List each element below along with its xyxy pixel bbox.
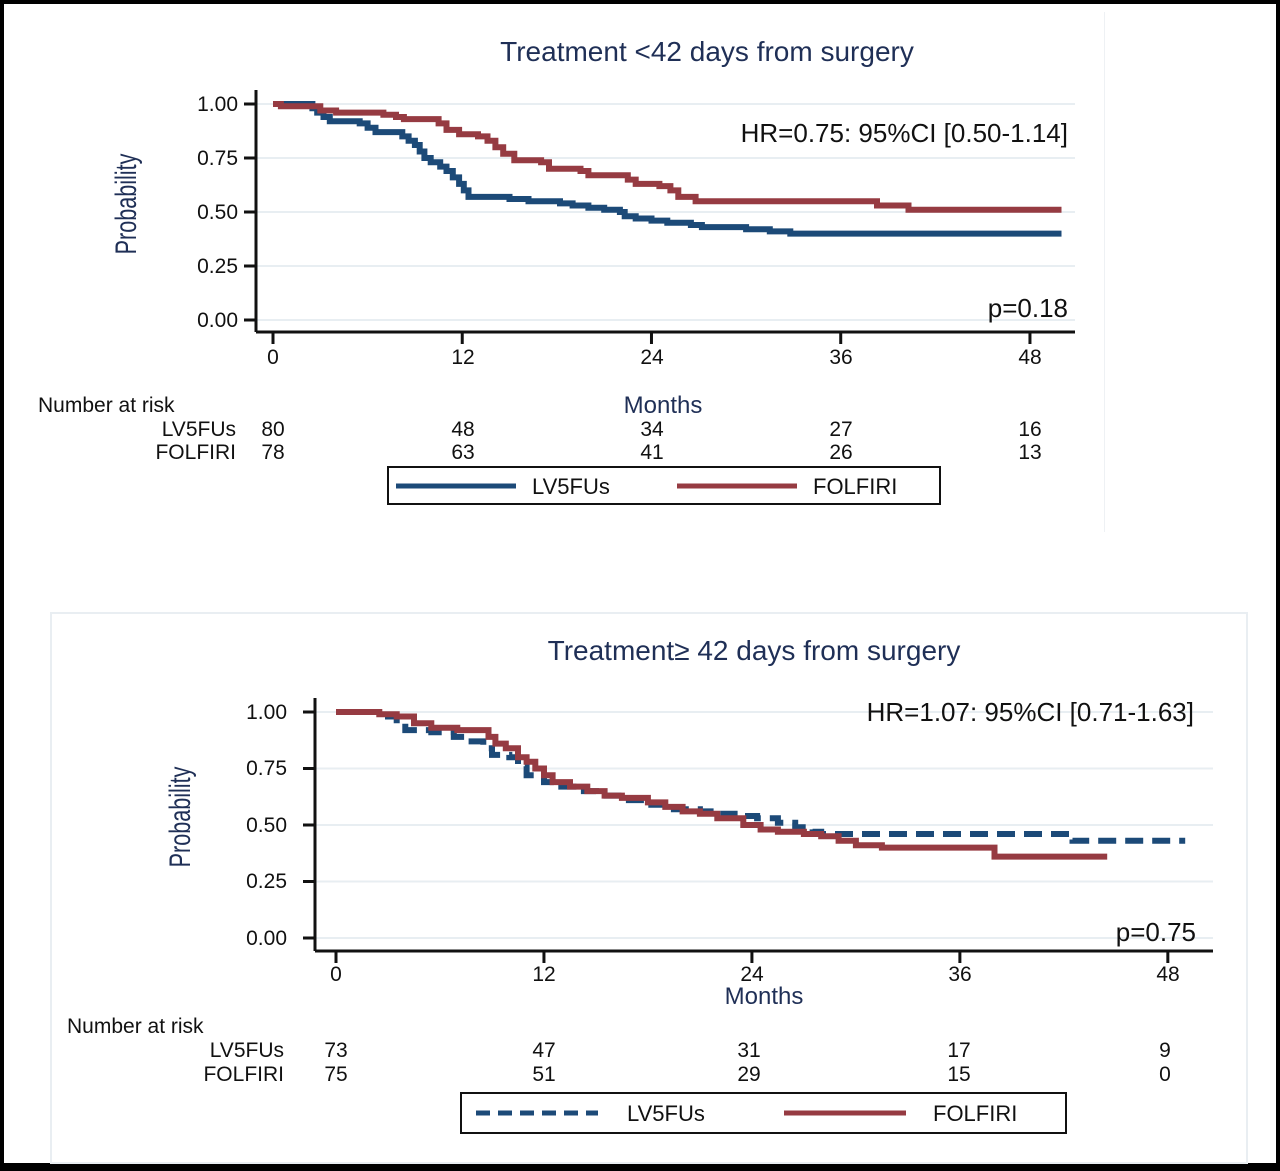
legend-label-folfiri: FOLFIRI — [813, 474, 897, 499]
risk-table-header: Number at risk — [67, 1015, 204, 1038]
panel-late-treatment — [50, 612, 1248, 1164]
hazard-ratio-annotation: HR=0.75: 95%CI [0.50-1.14] — [741, 118, 1068, 148]
risk-count: 80 — [261, 418, 284, 441]
hazard-ratio-annotation: HR=1.07: 95%CI [0.71-1.63] — [867, 697, 1194, 727]
survival-curve-folfiri — [336, 709, 1108, 860]
risk-count: 75 — [324, 1063, 347, 1086]
survival-curves — [336, 709, 1186, 860]
risk-count: 47 — [532, 1039, 555, 1062]
risk-count: 0 — [1159, 1063, 1171, 1086]
risk-count: 34 — [640, 418, 664, 441]
legend-label-folfiri: FOLFIRI — [933, 1101, 1017, 1126]
y-axis-label: Probability — [108, 153, 142, 255]
risk-count: 13 — [1018, 441, 1041, 464]
chart-title: Treatment≥ 42 days from surgery — [548, 635, 961, 666]
x-tick-label: 36 — [829, 346, 852, 369]
gridlines — [315, 711, 1213, 939]
legend-label-lv5fus: LV5FUs — [627, 1101, 705, 1126]
risk-count: 15 — [947, 1063, 970, 1086]
y-tick-label: 1.00 — [197, 93, 238, 116]
risk-count: 78 — [261, 441, 284, 464]
y-tick-label: 0.25 — [246, 870, 287, 893]
risk-count: 29 — [737, 1063, 760, 1086]
x-tick-labels: 0 12 24 36 48 — [330, 963, 1180, 986]
p-value-annotation: p=0.18 — [988, 293, 1068, 323]
y-tick-labels: 0.00 0.25 0.50 0.75 1.00 — [246, 701, 287, 950]
risk-count: 26 — [829, 441, 852, 464]
legend: LV5FUs FOLFIRI — [460, 1092, 1067, 1134]
y-tick-label: 0.00 — [246, 927, 287, 950]
x-tick-label: 12 — [451, 346, 474, 369]
panel-early-treatment — [10, 12, 1105, 532]
x-tick-label: 24 — [740, 963, 764, 986]
p-value-annotation: p=0.75 — [1116, 917, 1196, 947]
risk-table: Number at risk LV5FUs FOLFIRI 80 48 34 2… — [38, 394, 1042, 464]
y-axis-label: Probability — [162, 766, 196, 868]
legend: LV5FUs FOLFIRI — [387, 466, 941, 505]
x-tick-label: 36 — [948, 963, 971, 986]
risk-count: 48 — [451, 418, 474, 441]
x-tick-label: 12 — [532, 963, 555, 986]
y-tick-label: 0.50 — [246, 814, 287, 837]
y-tick-label: 0.75 — [246, 757, 287, 780]
survival-curve-lv5fus — [336, 709, 1186, 844]
y-tick-label: 0.00 — [197, 309, 238, 332]
y-tick-label: 0.50 — [197, 201, 238, 224]
x-tick-labels: 0 12 24 36 48 — [267, 346, 1042, 369]
x-axis-label: Months — [725, 983, 804, 1010]
risk-row-label: FOLFIRI — [203, 1063, 284, 1086]
axes — [244, 90, 1075, 344]
risk-table-header: Number at risk — [38, 394, 175, 417]
km-chart-early: Treatment <42 days from surgery Probabil… — [38, 36, 1075, 505]
risk-row-label: LV5FUs — [162, 418, 236, 441]
risk-count: 17 — [947, 1039, 970, 1062]
risk-count: 27 — [829, 418, 852, 441]
x-tick-label: 48 — [1018, 346, 1041, 369]
risk-count: 31 — [737, 1039, 760, 1062]
survival-curves — [273, 101, 1062, 237]
risk-row-label: FOLFIRI — [155, 441, 236, 464]
legend-box — [460, 1092, 1067, 1134]
x-tick-label: 0 — [330, 963, 342, 986]
risk-count: 41 — [640, 441, 663, 464]
risk-row-label: LV5FUs — [210, 1039, 284, 1062]
y-tick-label: 0.75 — [197, 147, 238, 170]
survival-curve-folfiri — [273, 101, 1062, 213]
y-tick-label: 1.00 — [246, 701, 287, 724]
x-tick-label: 24 — [640, 346, 664, 369]
risk-table: Number at risk LV5FUs FOLFIRI 73 47 31 1… — [67, 1015, 1171, 1086]
x-tick-label: 0 — [267, 346, 279, 369]
chart-title: Treatment <42 days from surgery — [500, 36, 914, 67]
risk-count: 73 — [324, 1039, 347, 1062]
axes — [303, 698, 1213, 963]
km-chart-late: Treatment≥ 42 days from surgery Probabil… — [67, 635, 1213, 1134]
risk-count: 63 — [451, 441, 474, 464]
risk-count: 51 — [532, 1063, 555, 1086]
y-tick-labels: 0.00 0.25 0.50 0.75 1.00 — [197, 93, 238, 332]
x-axis-label: Months — [624, 392, 703, 419]
figure-page — [4, 4, 1276, 1164]
legend-label-lv5fus: LV5FUs — [532, 474, 610, 499]
risk-count: 16 — [1018, 418, 1041, 441]
y-tick-label: 0.25 — [197, 255, 238, 278]
risk-count: 9 — [1159, 1039, 1171, 1062]
survival-curve-lv5fus — [273, 101, 1062, 237]
x-tick-label: 48 — [1156, 963, 1179, 986]
